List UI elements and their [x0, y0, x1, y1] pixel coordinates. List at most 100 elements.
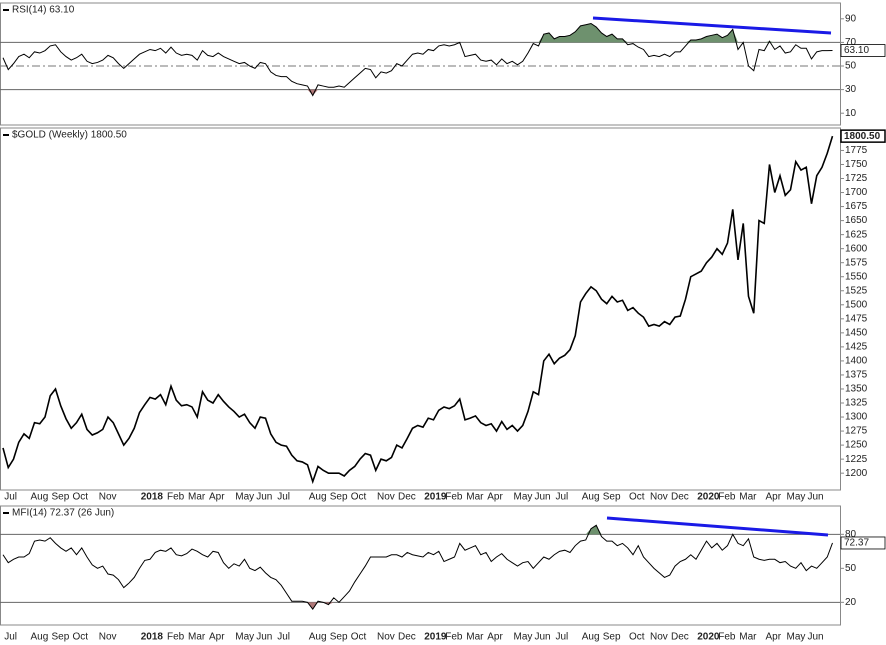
x-tick-label: Sep: [52, 492, 70, 503]
x-tick-label: Mar: [739, 492, 757, 503]
price-line: [2, 22, 833, 97]
x-tick-label: Mar: [188, 632, 206, 643]
x-tick-label: Oct: [629, 492, 645, 503]
x-tick-label: Oct: [73, 492, 89, 503]
x-tick-label: Mar: [188, 492, 206, 503]
x-tick-label: Nov: [377, 632, 395, 643]
x-tick-label: Jun: [535, 492, 551, 503]
y-tick-label: 20: [845, 597, 857, 608]
x-tick-label: Jun: [808, 492, 824, 503]
x-tick-label: May: [514, 492, 533, 503]
x-tick-label: Oct: [351, 632, 367, 643]
panel-frame: [0, 127, 841, 491]
x-tick-label: May: [787, 632, 806, 643]
x-tick-label: Dec: [398, 632, 416, 643]
x-tick-label: Feb: [718, 632, 736, 643]
y-tick-label: 1475: [845, 313, 868, 324]
x-tick-label: Jul: [277, 632, 290, 643]
y-tick-label: 1300: [845, 412, 868, 423]
x-tick-label: Sep: [330, 632, 348, 643]
x-tick-label: 2020: [697, 492, 720, 503]
y-tick-label: 1650: [845, 215, 868, 226]
y-tick-label: 1575: [845, 257, 868, 268]
x-tick-label: May: [235, 492, 254, 503]
y-tick-label: 1375: [845, 370, 868, 381]
x-tick-label: Aug: [31, 492, 49, 503]
x-tick-label: Mar: [466, 632, 484, 643]
x-tick-label: Sep: [603, 632, 621, 643]
x-tick-label: Jul: [556, 632, 569, 643]
panel-title: $GOLD (Weekly) 1800.50: [12, 130, 127, 141]
y-tick-label: 1725: [845, 173, 868, 184]
y-tick-label: 1425: [845, 342, 868, 353]
x-tick-label: Feb: [445, 492, 463, 503]
x-tick-label: 2020: [697, 632, 720, 643]
x-tick-label: Mar: [466, 492, 484, 503]
x-tick-label: Sep: [52, 632, 70, 643]
x-tick-label: Dec: [671, 492, 689, 503]
x-tick-label: Oct: [629, 632, 645, 643]
x-tick-label: Dec: [398, 492, 416, 503]
x-tick-label: 2018: [141, 492, 164, 503]
last-value-box: 72.37: [840, 536, 886, 550]
last-value-label: 63.10: [844, 45, 869, 56]
x-tick-label: Nov: [377, 492, 395, 503]
x-tick-label: 2019: [424, 492, 447, 503]
y-tick-label: 1550: [845, 271, 868, 282]
x-tick-label: Jul: [556, 492, 569, 503]
y-tick-label: 1400: [845, 356, 868, 367]
y-tick-label: 1625: [845, 229, 868, 240]
x-tick-label: May: [787, 492, 806, 503]
last-value-bg: [840, 44, 886, 57]
x-tick-label: Jul: [277, 492, 290, 503]
x-tick-label: Nov: [99, 492, 117, 503]
x-tick-label: Apr: [209, 492, 225, 503]
x-tick-label: Jun: [535, 632, 551, 643]
x-tick-label: Jun: [256, 632, 272, 643]
y-tick-label: 1525: [845, 285, 868, 296]
last-value-bg: [840, 536, 886, 550]
x-tick-label: 2019: [424, 632, 447, 643]
x-tick-label: Jul: [4, 492, 17, 503]
y-tick-label: 1750: [845, 159, 868, 170]
x-tick-label: Apr: [487, 492, 503, 503]
x-tick-label: Jun: [256, 492, 272, 503]
last-value-label: 72.37: [844, 538, 869, 549]
x-tick-label: Jun: [808, 632, 824, 643]
y-tick-label: 1775: [845, 145, 868, 156]
x-tick-label: Sep: [603, 492, 621, 503]
x-tick-label: Apr: [766, 492, 782, 503]
last-value-box: 1800.50: [840, 129, 886, 143]
x-tick-label: Apr: [209, 632, 225, 643]
x-tick-label: Aug: [31, 632, 49, 643]
x-tick-label: Feb: [167, 492, 185, 503]
mfi-trendline: [606, 516, 829, 537]
x-tick-label: Nov: [650, 632, 668, 643]
x-tick-label: Feb: [167, 632, 185, 643]
y-tick-label: 1350: [845, 384, 868, 395]
panel-title: RSI(14) 63.10: [12, 5, 75, 16]
y-tick-label: 10: [845, 108, 857, 119]
panel-title: MFI(14) 72.37 (26 Jun): [12, 508, 114, 519]
x-tick-label: May: [235, 632, 254, 643]
y-tick-label: 1250: [845, 440, 868, 451]
price-line: [2, 135, 834, 485]
y-tick-label: 1225: [845, 454, 868, 465]
x-tick-label: Oct: [351, 492, 367, 503]
x-tick-label: Aug: [309, 632, 327, 643]
y-tick-label: 1500: [845, 299, 868, 310]
x-tick-label: Mar: [739, 632, 757, 643]
y-tick-label: 1325: [845, 398, 868, 409]
x-tick-label: Apr: [766, 632, 782, 643]
last-value-box: 63.10: [840, 44, 886, 57]
x-tick-label: Dec: [671, 632, 689, 643]
x-tick-label: Nov: [99, 632, 117, 643]
y-tick-label: 1700: [845, 187, 868, 198]
y-tick-label: 90: [845, 13, 857, 24]
x-tick-label: Aug: [582, 492, 600, 503]
panel-frame: [0, 505, 841, 626]
x-tick-label: Aug: [309, 492, 327, 503]
x-tick-label: 2018: [141, 632, 164, 643]
y-tick-label: 50: [845, 563, 857, 574]
